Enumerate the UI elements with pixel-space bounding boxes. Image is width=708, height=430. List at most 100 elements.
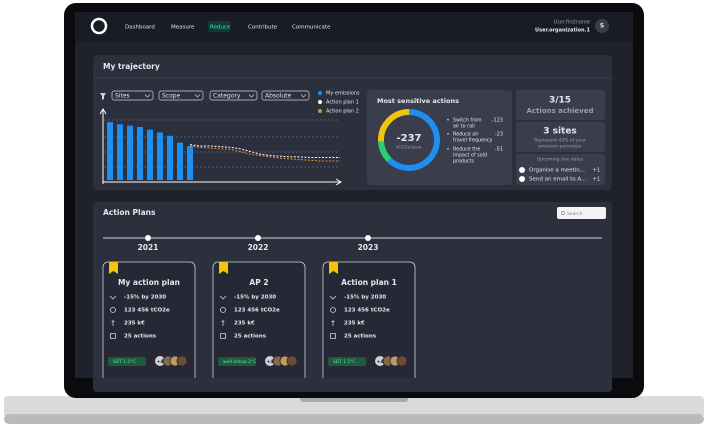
search-icon [561, 211, 565, 215]
nav-bar: User.firstname User.organization.1 S [75, 12, 633, 42]
user-avatar[interactable] [595, 19, 609, 33]
due-dates-card [516, 154, 605, 185]
donut-segment [378, 109, 410, 142]
action-value: -23 [495, 132, 503, 138]
user-name: User.firstname [554, 20, 590, 26]
year: 2022 [248, 243, 269, 252]
tag-label: well below 2°C [223, 359, 256, 365]
dropdown-caret [194, 94, 201, 98]
donut-segment [387, 109, 440, 171]
filter-dropdown[interactable] [209, 90, 258, 101]
member-count [265, 356, 275, 366]
stat-label: Actions achieved [526, 107, 593, 115]
legend-label: Action plan 2 [326, 109, 359, 115]
plan-name: My action plan [118, 278, 180, 287]
tag [328, 357, 366, 366]
plan-target: -15% by 2030 [344, 295, 386, 301]
tag [218, 357, 256, 366]
row-icon [331, 320, 335, 326]
donut-segment [378, 141, 392, 163]
laptop-base-edge [4, 414, 704, 424]
donut-hole [387, 118, 431, 162]
bookmark [109, 262, 118, 274]
action-value: -51 [495, 147, 503, 153]
chart-axes [99, 108, 342, 186]
bar [167, 135, 173, 180]
action-label: Switch from [453, 118, 482, 124]
filter-label: Scope [162, 93, 181, 100]
filter-label: Sites [115, 93, 130, 100]
avatar [286, 355, 298, 367]
row-icon [330, 307, 336, 313]
plan-actions: 25 actions [344, 334, 377, 340]
row-icon [329, 295, 337, 300]
row-icon [219, 295, 227, 300]
nav-item[interactable]: Reduce [210, 25, 231, 31]
nav-item[interactable]: Dashboard [125, 25, 155, 31]
action-plans: 2021 2022 2023 My action plan -15% by 2030 12… [102, 235, 416, 392]
checkbox[interactable] [519, 176, 525, 182]
action-label: impact of sold [453, 153, 487, 159]
due-item: Send an email to A... [529, 177, 587, 183]
donut-total: -237 [396, 133, 421, 144]
filter-dropdown[interactable] [261, 90, 310, 101]
logo[interactable] [90, 17, 108, 35]
stat-label: Represent 43% of your [534, 138, 586, 144]
plan-emissions: 123 456 tCO2e [234, 308, 280, 314]
avatar [176, 355, 188, 367]
action-value: -123 [492, 118, 503, 124]
action-label: Reduce air [453, 132, 479, 138]
filter-icon [100, 93, 106, 100]
row-icon [110, 307, 116, 313]
search-box[interactable] [557, 207, 606, 219]
bar [117, 124, 123, 180]
members: +4 [157, 359, 164, 365]
member-count [375, 356, 385, 366]
year: 2021 [138, 243, 159, 252]
row-icon [109, 295, 117, 300]
plan-card[interactable] [212, 261, 306, 392]
plan-actions: 25 actions [234, 334, 267, 340]
trajectory-line [189, 145, 340, 162]
plan-emissions: 123 456 tCO2e [124, 308, 170, 314]
row-icon [111, 320, 115, 326]
row-icon [110, 333, 116, 339]
stat-label: emission perimeter [538, 144, 582, 150]
due-count: +1 [593, 177, 600, 183]
plan-card[interactable] [322, 261, 416, 392]
bookmark [219, 262, 228, 274]
checkbox[interactable] [519, 167, 525, 173]
filter-dropdown[interactable] [111, 90, 154, 101]
dropdown-caret [248, 94, 255, 98]
legend-label: Action plan 1 [326, 100, 359, 106]
bar [177, 142, 183, 180]
bar [147, 129, 153, 180]
stat-value: 3/15 [549, 96, 571, 106]
legend-marker [318, 109, 322, 113]
nav-background [75, 12, 633, 42]
bar [107, 122, 113, 180]
plan-budget: 235 k€ [124, 321, 145, 327]
nav-item[interactable]: Contribute [248, 25, 278, 31]
row-icon [220, 333, 226, 339]
bar [137, 126, 143, 180]
user-initial: S [600, 23, 604, 30]
bullet: • [447, 132, 450, 138]
stat-card [516, 90, 605, 120]
bar [127, 125, 133, 180]
plan-target: -15% by 2030 [234, 295, 276, 301]
bullet: • [447, 118, 450, 124]
plan-card[interactable] [102, 261, 196, 392]
filter-label: Category [213, 93, 241, 100]
legend-marker [318, 100, 322, 104]
member-count [155, 356, 165, 366]
avatar [396, 355, 408, 367]
panel-title: My trajectory [103, 62, 160, 71]
filter-dropdown[interactable] [158, 90, 204, 101]
timeline-dot [365, 235, 371, 241]
user-organization: User.organization.1 [535, 28, 590, 34]
nav-item[interactable]: Communicate [292, 25, 331, 31]
nav-item[interactable]: Measure [171, 25, 195, 31]
